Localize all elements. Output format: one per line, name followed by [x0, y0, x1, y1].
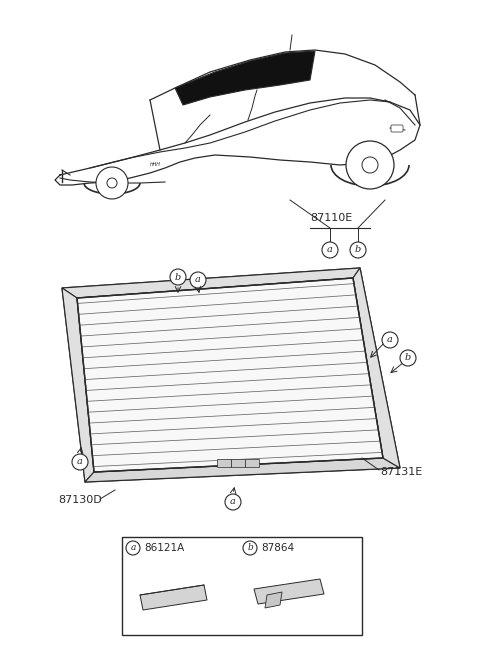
Text: b: b [247, 544, 253, 553]
Circle shape [382, 332, 398, 348]
Circle shape [96, 167, 128, 199]
Polygon shape [62, 268, 360, 298]
Text: a: a [195, 276, 201, 284]
Polygon shape [254, 579, 324, 604]
Circle shape [126, 541, 140, 555]
Polygon shape [175, 51, 315, 105]
Text: 87864: 87864 [261, 543, 294, 553]
Polygon shape [62, 288, 94, 482]
Circle shape [72, 454, 88, 470]
Polygon shape [140, 585, 207, 610]
Text: b: b [405, 354, 411, 362]
Polygon shape [122, 537, 362, 635]
Circle shape [107, 178, 117, 188]
Circle shape [322, 242, 338, 258]
Text: 87130D: 87130D [58, 495, 102, 505]
Text: HHH: HHH [150, 162, 160, 168]
Text: a: a [130, 544, 136, 553]
Text: a: a [77, 457, 83, 466]
Text: a: a [230, 498, 236, 506]
Text: b: b [175, 272, 181, 282]
Polygon shape [353, 268, 400, 468]
Polygon shape [77, 278, 383, 472]
Circle shape [350, 242, 366, 258]
Polygon shape [244, 459, 259, 467]
Polygon shape [216, 459, 230, 467]
Text: 86121A: 86121A [144, 543, 184, 553]
Circle shape [346, 141, 394, 189]
Circle shape [362, 157, 378, 173]
Text: 87110E: 87110E [310, 213, 352, 223]
Circle shape [243, 541, 257, 555]
Polygon shape [85, 458, 400, 482]
Circle shape [225, 494, 241, 510]
Text: b: b [355, 246, 361, 255]
Polygon shape [230, 459, 244, 467]
Polygon shape [62, 268, 400, 482]
Text: a: a [327, 246, 333, 255]
Circle shape [400, 350, 416, 366]
FancyBboxPatch shape [391, 125, 403, 132]
Polygon shape [265, 592, 282, 608]
Circle shape [190, 272, 206, 288]
Text: 87131E: 87131E [380, 467, 422, 477]
Text: a: a [387, 335, 393, 345]
Circle shape [170, 269, 186, 285]
